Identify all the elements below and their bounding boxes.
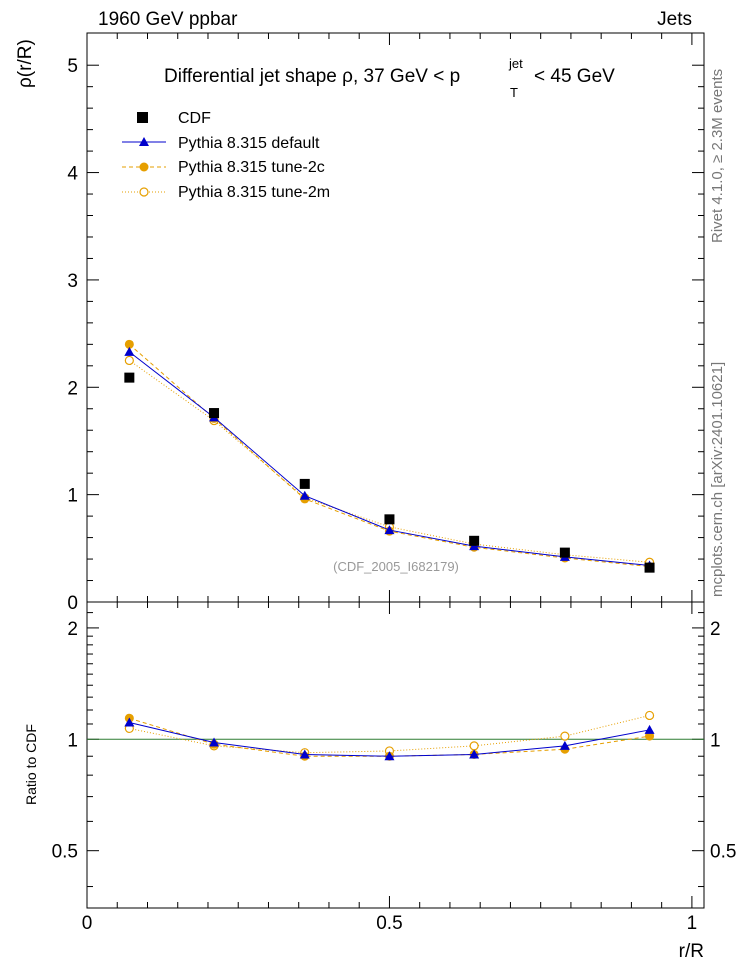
ratio-y-tick-label-left: 0.5 (52, 842, 78, 863)
data-point-cdf (299, 478, 310, 489)
mcplots-label: mcplots.cern.ch [arXiv:2401.10621] (709, 362, 726, 597)
legend-default-marker (139, 137, 149, 146)
legend-default-label: Pythia 8.315 default (178, 135, 320, 152)
main-y-tick-label: 1 (67, 486, 78, 507)
x-ticks: 0 0.5 1 (82, 33, 697, 934)
main-y-tick-label: 5 (67, 56, 78, 77)
ratio-point-pythia-8-315-tune-2m (644, 710, 655, 721)
ratio-point-pythia-8-315-default (644, 724, 655, 734)
x-tick-label: 1 (687, 913, 698, 934)
header-energy-label: 1960 GeV ppbar (98, 9, 238, 30)
main-y-tick-label: 0 (67, 593, 78, 614)
ratio-y-tick-label-right: 1 (710, 730, 721, 751)
ratio-y-ticks: 0.5 0.5 1 1 2 2 (52, 612, 736, 888)
data-point-cdf (209, 408, 220, 419)
data-point-cdf (644, 562, 655, 573)
ratio-y-tick-label-right: 0.5 (710, 842, 736, 863)
data-point-cdf (559, 547, 570, 558)
ratio-point-pythia-8-315-default (299, 749, 310, 759)
ratio-plot-frame (86, 601, 705, 909)
ratio-y-tick-label-right: 2 (710, 619, 721, 640)
data-point-cdf (384, 514, 395, 525)
main-y-tick-label: 2 (67, 378, 78, 399)
plot-title: Differential jet shape ρ, 37 GeV < p jet… (164, 56, 615, 100)
ratio-y-axis-label: Ratio to CDF (23, 724, 39, 805)
ratio-point-pythia-8-315-tune-2m (469, 741, 479, 751)
main-y-tick-label: 4 (67, 164, 78, 185)
ratio-y-tick-label-left: 1 (67, 730, 78, 751)
main-y-tick-label: 3 (67, 271, 78, 292)
legend-cdf-marker (137, 112, 148, 123)
ratio-point-pythia-8-315-default (124, 717, 135, 727)
legend-tune2m-label: Pythia 8.315 tune-2m (178, 184, 330, 201)
data-point-pythia-8-315-default (384, 525, 395, 535)
legend-cdf-label: CDF (178, 110, 211, 127)
ratio-point-pythia-8-315-default (559, 740, 570, 750)
title-main: Differential jet shape ρ, 37 GeV < p (164, 66, 460, 87)
ratio-point-pythia-8-315-tune-2m (560, 731, 570, 741)
legend: CDF Pythia 8.315 default Pythia 8.315 tu… (122, 110, 330, 201)
x-axis-label: r/R (679, 941, 704, 962)
data-point-pythia-8-315-tune-2c (124, 339, 134, 349)
ratio-series-layer (87, 710, 704, 761)
data-point-pythia-8-315-default (299, 490, 310, 500)
ratio-point-pythia-8-315-default (469, 749, 480, 759)
main-y-ticks: 0 1 2 3 4 5 (67, 56, 704, 614)
data-point-cdf (469, 535, 480, 546)
legend-tune2m-marker (139, 187, 149, 197)
rivet-version-label: Rivet 4.1.0, ≥ 2.3M events (709, 69, 726, 243)
analysis-label: (CDF_2005_I682179) (333, 559, 459, 574)
main-series-layer (124, 339, 655, 573)
ratio-point-pythia-8-315-default (209, 737, 220, 747)
data-point-pythia-8-315-default (124, 346, 135, 356)
legend-tune2c-label: Pythia 8.315 tune-2c (178, 159, 325, 176)
data-point-cdf (124, 372, 135, 383)
y-axis-label: ρ(r/R) (15, 39, 36, 88)
x-tick-label: 0 (82, 913, 93, 934)
ratio-y-tick-label-left: 2 (67, 619, 78, 640)
title-tail: < 45 GeV (534, 66, 615, 87)
legend-tune2c-marker (139, 162, 149, 172)
data-point-pythia-8-315-tune-2m (124, 355, 134, 366)
header-jets-label: Jets (657, 9, 692, 30)
title-superscript: jet (508, 56, 523, 71)
x-tick-label: 0.5 (376, 913, 402, 934)
ratio-point-pythia-8-315-default (384, 751, 395, 761)
title-subscript: T (510, 85, 518, 100)
